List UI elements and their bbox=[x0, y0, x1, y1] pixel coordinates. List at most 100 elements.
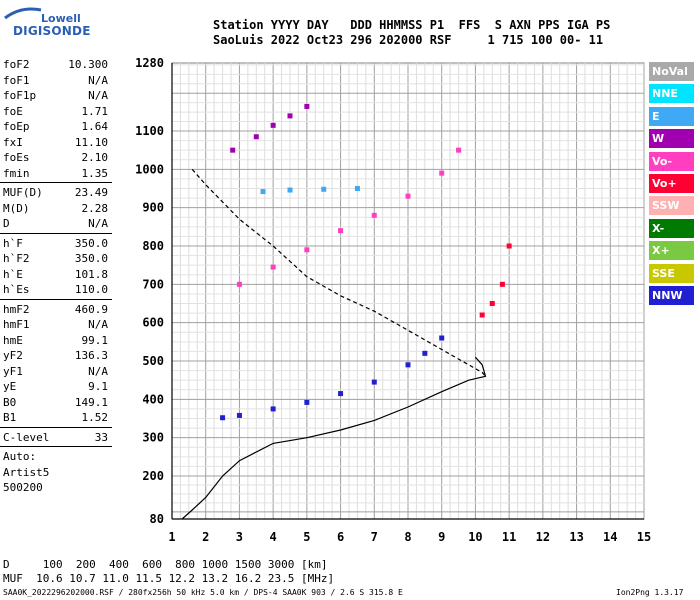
x-tick-label: 12 bbox=[536, 530, 550, 544]
param-value: N/A bbox=[88, 89, 108, 102]
legend-item: Vo+ bbox=[649, 173, 694, 193]
param-row: foE 1.71 bbox=[0, 104, 112, 120]
param-label: fxI bbox=[3, 135, 23, 149]
param-value: 11.10 bbox=[74, 135, 108, 149]
y-tick-label: 1100 bbox=[135, 124, 164, 138]
data-point bbox=[270, 264, 276, 270]
parameters-panel: foF2 10.300 foF1 N/A foF1p N/A foE 1.71 foEp 1.64… bbox=[0, 57, 112, 496]
profile-solid-line bbox=[181, 356, 487, 520]
params-group4: hmF2 460.9 hmF1 N/A hmE 99.1 yF2 136.3 yF1 N/A yE 9… bbox=[0, 302, 112, 426]
param-row: yF2 136.3 bbox=[0, 348, 112, 364]
param-row: fxI 11.10 bbox=[0, 135, 112, 151]
legend: NoVal NNE E W Vo- Vo+ SSW X- X+ SSE NNW bbox=[649, 62, 694, 308]
param-label: yF2 bbox=[3, 349, 23, 362]
legend-item: X- bbox=[649, 218, 694, 238]
footer-version: Ion2Png 1.3.17 bbox=[616, 588, 684, 597]
param-label: B0 bbox=[3, 395, 17, 409]
param-value: 10.300 bbox=[68, 58, 108, 71]
data-point bbox=[338, 391, 344, 397]
param-label: C-level bbox=[3, 430, 50, 444]
param-row: hmF1 N/A bbox=[0, 317, 112, 333]
data-point bbox=[439, 335, 445, 341]
x-tick-label: 15 bbox=[637, 530, 651, 544]
param-value: 136.3 bbox=[74, 349, 108, 362]
y-tick-label: 500 bbox=[142, 354, 164, 368]
param-value: N/A bbox=[88, 364, 108, 378]
param-label: D bbox=[3, 217, 10, 230]
param-value: 149.1 bbox=[74, 395, 108, 409]
param-row: h`Es 110.0 bbox=[0, 282, 112, 298]
x-tick-label: 6 bbox=[337, 530, 344, 544]
data-point bbox=[230, 147, 236, 153]
divider bbox=[0, 182, 112, 183]
data-point bbox=[287, 113, 293, 119]
x-tick-label: 4 bbox=[270, 530, 277, 544]
params-group1: foF2 10.300 foF1 N/A foF1p N/A foE 1.71 foEp 1.64… bbox=[0, 57, 112, 181]
y-tick-label: 300 bbox=[142, 431, 164, 445]
y-tick-label: 600 bbox=[142, 316, 164, 330]
param-value: N/A bbox=[88, 217, 108, 230]
data-point bbox=[405, 193, 411, 199]
param-value: 350.0 bbox=[74, 236, 108, 250]
y-tick-label: 700 bbox=[142, 277, 164, 291]
param-value: 2.28 bbox=[81, 201, 109, 215]
profile-curves bbox=[181, 168, 487, 520]
param-label: M(D) bbox=[3, 201, 30, 215]
data-point bbox=[456, 147, 462, 153]
param-value: 1.52 bbox=[81, 411, 109, 424]
param-label: h`F bbox=[3, 236, 23, 250]
param-row: h`F2 350.0 bbox=[0, 251, 112, 267]
header-line2: SaoLuis 2022 Oct23 296 202000 RSF 1 715 … bbox=[213, 33, 604, 47]
data-point bbox=[270, 406, 276, 412]
logo-lowell: Lowell bbox=[41, 12, 81, 25]
param-row: B0 149.1 bbox=[0, 395, 112, 411]
data-point bbox=[354, 186, 360, 191]
param-value: 460.9 bbox=[74, 302, 108, 316]
data-point bbox=[506, 243, 512, 249]
param-row: h`F 350.0 bbox=[0, 236, 112, 252]
x-tick-label: 13 bbox=[569, 530, 583, 544]
ionogram-chart: 1 2 3 4 5 6 7 8 9 10 11 12 13 14 158020030040050060070… bbox=[135, 56, 651, 544]
x-tick-label: 14 bbox=[603, 530, 617, 544]
param-value: 1.64 bbox=[81, 120, 109, 133]
legend-item: X+ bbox=[649, 241, 694, 261]
param-label: hmF2 bbox=[3, 302, 30, 316]
param-label: h`F2 bbox=[3, 252, 30, 265]
param-row: foF2 10.300 bbox=[0, 57, 112, 73]
legend-item: Vo- bbox=[649, 151, 694, 171]
param-row: foF1p N/A bbox=[0, 88, 112, 104]
data-point bbox=[422, 350, 428, 356]
param-label: hmF1 bbox=[3, 318, 30, 331]
data-point bbox=[260, 189, 266, 195]
data-point bbox=[499, 281, 505, 287]
param-value: 33 bbox=[94, 430, 108, 444]
param-row: hmF2 460.9 bbox=[0, 302, 112, 318]
param-row: C-level 33 bbox=[0, 430, 112, 446]
header-line1: Station YYYY DAY DDD HHMMSS P1 FFS S AXN… bbox=[213, 18, 611, 32]
param-label: h`E bbox=[3, 267, 23, 281]
muf-line: MUF 10.6 10.7 11.0 11.5 12.2 13.2 16.2 2… bbox=[3, 572, 335, 585]
y-tick-label: 1000 bbox=[135, 162, 164, 176]
param-row: foEs 2.10 bbox=[0, 150, 112, 166]
logo-digisonde: DIGISONDE bbox=[13, 24, 91, 38]
data-point bbox=[220, 415, 226, 421]
param-value: 110.0 bbox=[74, 283, 108, 296]
auto-label: Auto: bbox=[3, 450, 37, 463]
auto-program: Artist5 bbox=[3, 465, 50, 479]
data-point bbox=[489, 301, 495, 306]
param-label: foE bbox=[3, 104, 23, 118]
param-label: MUF(D) bbox=[3, 186, 43, 199]
param-label: yE bbox=[3, 380, 17, 393]
param-value: 1.71 bbox=[81, 104, 109, 118]
param-label: foF2 bbox=[3, 58, 30, 71]
param-value: 101.8 bbox=[74, 267, 108, 281]
x-tick-label: 5 bbox=[303, 530, 310, 544]
x-tick-label: 8 bbox=[404, 530, 411, 544]
divider bbox=[0, 232, 112, 234]
data-point bbox=[338, 228, 344, 234]
param-row: foEp 1.64 bbox=[0, 119, 112, 135]
y-tick-label: 80 bbox=[150, 512, 164, 526]
data-point bbox=[371, 379, 377, 385]
legend-item: NoVal bbox=[649, 62, 694, 81]
legend-item: SSE bbox=[649, 263, 694, 283]
